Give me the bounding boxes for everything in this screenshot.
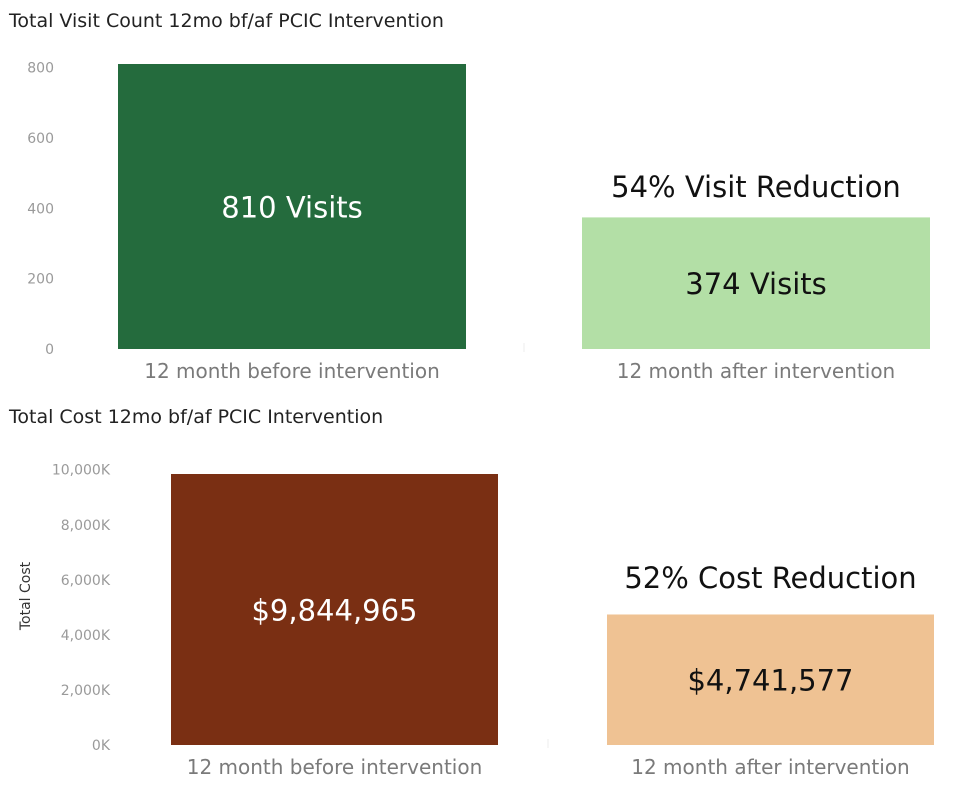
bar <box>607 614 934 745</box>
visit-count-chart: 800 600 400 200 0 810 Visits 12 month before i… <box>27 61 930 383</box>
x-category-label: 12 month after intervention <box>617 359 895 383</box>
x-category-label: 12 month before intervention <box>187 755 483 779</box>
y-tick-label: 600 <box>27 131 54 147</box>
bar-data-label: 374 Visits <box>685 267 826 301</box>
y-tick-label: 0 <box>45 342 54 358</box>
y-tick-label: 6,000K <box>61 573 111 589</box>
y-tick-label: 0K <box>92 738 111 754</box>
reduction-annotation: 54% Visit Reduction <box>611 170 901 204</box>
y-tick-label: 800 <box>27 61 54 77</box>
visit-chart-title: Total Visit Count 12mo bf/af PCIC Interv… <box>9 10 444 32</box>
bar-data-label: 810 Visits <box>221 191 362 225</box>
reduction-annotation: 52% Cost Reduction <box>624 561 916 595</box>
bar-data-label: $9,844,965 <box>251 594 417 628</box>
bar <box>171 474 498 745</box>
y-tick-label: 200 <box>27 272 54 288</box>
cost-chart-title: Total Cost 12mo bf/af PCIC Intervention <box>9 406 384 428</box>
y-axis-label: Total Cost <box>18 561 34 631</box>
x-category-label: 12 month after intervention <box>631 755 909 779</box>
x-category-label: 12 month before intervention <box>144 359 440 383</box>
y-tick-label: 8,000K <box>61 518 111 534</box>
total-cost-chart: 10,000K 8,000K 6,000K 4,000K 2,000K 0K Total C… <box>18 463 934 779</box>
bar-data-label: $4,741,577 <box>687 664 853 698</box>
y-tick-label: 4,000K <box>61 628 111 644</box>
bar <box>118 64 466 349</box>
y-tick-label: 10,000K <box>52 463 111 479</box>
bar <box>582 217 930 349</box>
y-tick-label: 2,000K <box>61 683 111 699</box>
y-tick-label: 400 <box>27 201 54 217</box>
